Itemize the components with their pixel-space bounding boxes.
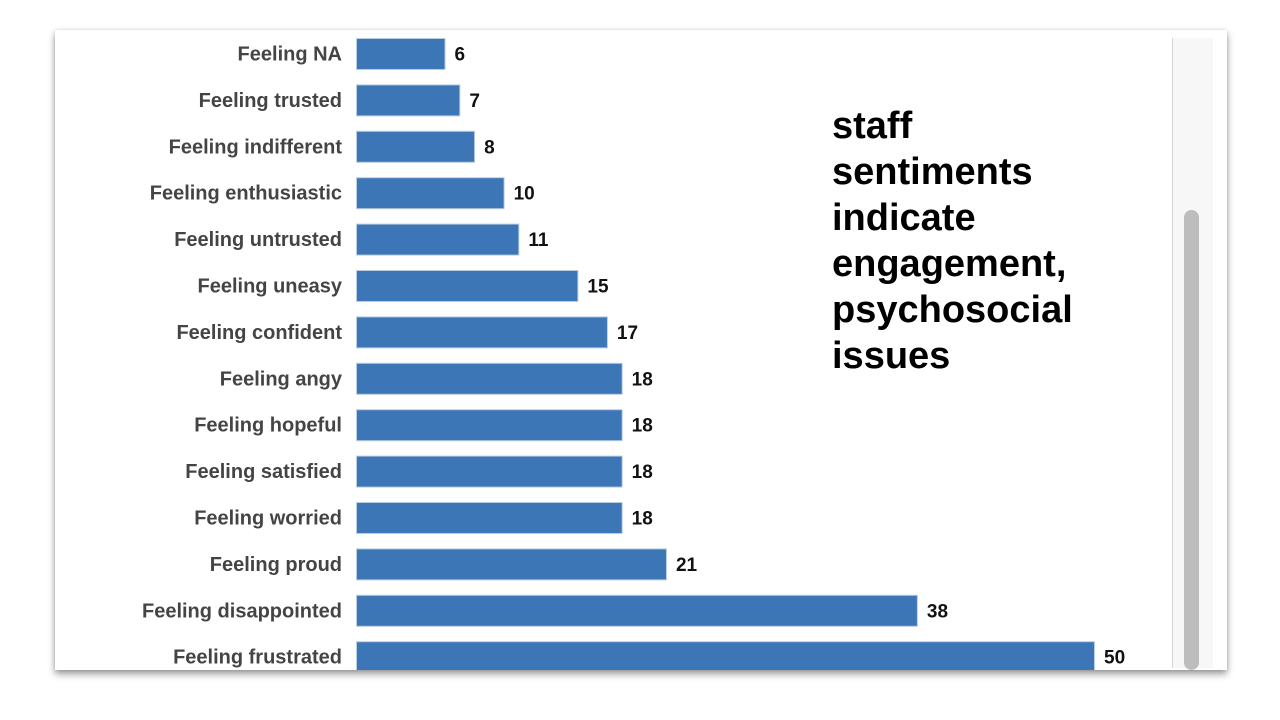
value-label: 21 [676,555,698,576]
value-label: 17 [617,323,638,344]
category-label: Feeling satisfied [185,461,342,483]
category-label: Feeling angy [220,368,343,390]
category-label: Feeling indifferent [169,136,343,158]
value-label: 11 [528,230,549,251]
category-label: Feeling frustrated [173,647,342,669]
bar [356,409,623,442]
category-label: Feeling uneasy [198,276,343,298]
value-label: 10 [514,184,535,205]
value-label: 18 [632,509,653,530]
category-label: Feeling worried [194,508,342,530]
value-label: 38 [927,601,948,622]
value-label: 7 [469,91,480,112]
bar [356,362,623,395]
value-label: 8 [484,137,495,158]
bar [356,594,918,627]
bar [356,502,623,534]
bar-chart: Feeling NA 6 Feeling trusted 7 Feeling indif… [142,38,1125,670]
category-label: Feeling untrusted [174,229,342,251]
category-label: Feeling NA [238,44,342,66]
category-label: Feeling disappointed [142,600,342,622]
bar [356,223,520,256]
category-label: Feeling trusted [199,90,342,112]
bar [356,641,1095,670]
value-label: 18 [632,416,653,437]
bar [356,130,476,163]
value-label: 18 [632,462,653,483]
bar [356,455,623,488]
chart-panel: Feeling NA 6 Feeling trusted 7 Feeling indif… [55,30,1227,670]
bar [356,270,579,302]
bar [356,177,505,210]
annotation-text: staff sentiments indicate engagement, ps… [832,105,1073,377]
category-label: Feeling hopeful [194,415,342,437]
value-label: 6 [455,45,466,66]
category-label: Feeling proud [210,554,342,576]
category-label: Feeling confident [176,322,342,344]
vertical-scrollbar[interactable] [1172,38,1213,670]
bar [356,38,446,70]
value-label: 15 [587,277,609,298]
value-label: 18 [632,369,653,390]
scrollbar-thumb[interactable] [1184,210,1199,670]
bar [356,84,461,117]
category-label: Feeling enthusiastic [150,183,342,205]
bar [356,548,667,581]
bar [356,316,608,349]
value-label: 50 [1104,648,1125,669]
